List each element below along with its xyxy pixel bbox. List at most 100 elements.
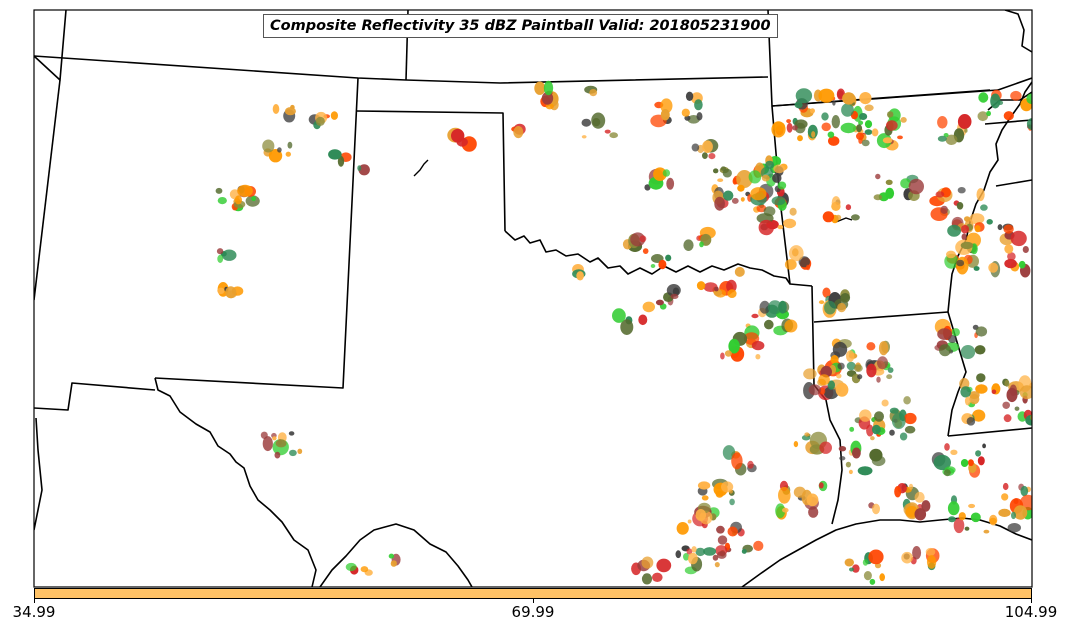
- reflectivity-blob: [980, 204, 988, 211]
- reflectivity-blob: [245, 195, 260, 207]
- reflectivity-blob: [943, 469, 951, 477]
- reflectivity-blob: [811, 131, 816, 138]
- reflectivity-blob: [714, 286, 719, 292]
- reflectivity-blob: [642, 301, 655, 313]
- reflectivity-blob: [835, 382, 849, 397]
- reflectivity-blob: [876, 376, 881, 383]
- reflectivity-blob: [835, 214, 842, 221]
- reflectivity-blob: [767, 300, 783, 315]
- reflectivity-blob: [639, 235, 647, 243]
- reflectivity-blob: [1001, 493, 1009, 501]
- reflectivity-blob: [717, 535, 728, 545]
- reflectivity-blob: [1004, 244, 1014, 254]
- reflectivity-blob: [806, 493, 819, 507]
- reflectivity-blob: [856, 132, 864, 140]
- reflectivity-blob: [988, 262, 999, 273]
- reflectivity-blob: [806, 264, 811, 271]
- reflectivity-blob: [285, 151, 291, 157]
- reflectivity-blob: [729, 498, 735, 506]
- reflectivity-blob: [982, 443, 986, 449]
- reflectivity-blob: [961, 233, 967, 241]
- reflectivity-blob: [1010, 230, 1027, 247]
- reflectivity-blob: [1002, 482, 1009, 491]
- reflectivity-blob: [723, 190, 734, 201]
- reflectivity-blob: [864, 104, 874, 112]
- reflectivity-blob: [956, 202, 964, 210]
- reflectivity-blob: [784, 259, 797, 270]
- reflectivity-blob: [849, 426, 855, 432]
- border-line: [34, 382, 156, 411]
- reflectivity-blob: [589, 89, 598, 97]
- reflectivity-blob: [793, 441, 799, 448]
- reflectivity-blob: [978, 92, 989, 103]
- reflectivity-blob: [886, 374, 893, 380]
- reflectivity-blob: [534, 81, 546, 95]
- border-line: [355, 110, 506, 232]
- reflectivity-blob: [1007, 252, 1016, 261]
- reflectivity-blob: [274, 451, 281, 459]
- reflectivity-blob: [714, 562, 720, 568]
- reflectivity-blob: [1026, 118, 1032, 130]
- reflectivity-blob: [683, 553, 690, 561]
- reflectivity-blob: [777, 181, 787, 190]
- reflectivity-blob: [784, 319, 798, 333]
- reflectivity-blob: [885, 120, 898, 131]
- reflectivity-blob: [666, 284, 681, 297]
- reflectivity-blob: [921, 500, 931, 512]
- reflectivity-blob: [660, 98, 673, 114]
- reflectivity-blob: [966, 417, 976, 426]
- reflectivity-blob: [858, 137, 863, 144]
- reflectivity-blob: [827, 380, 835, 390]
- reflectivity-blob: [818, 482, 824, 489]
- reflectivity-blob: [697, 481, 711, 490]
- reflectivity-blob: [676, 522, 689, 535]
- reflectivity-blob: [904, 412, 917, 425]
- reflectivity-blob: [889, 407, 899, 414]
- reflectivity-blob: [665, 254, 672, 262]
- reflectivity-blob: [782, 507, 789, 513]
- reflectivity-blob: [852, 564, 860, 573]
- reflectivity-blob: [699, 241, 704, 248]
- reflectivity-blob: [871, 455, 886, 467]
- reflectivity-blob: [217, 254, 224, 263]
- reflectivity-blob: [1011, 511, 1016, 520]
- reflectivity-blob: [724, 350, 732, 357]
- reflectivity-blob: [933, 454, 951, 471]
- reflectivity-blob: [221, 249, 237, 261]
- reflectivity-blob: [755, 354, 761, 360]
- reflectivity-blob: [864, 129, 873, 135]
- reflectivity-blob: [937, 328, 952, 340]
- reflectivity-blob: [358, 164, 370, 176]
- reflectivity-blob: [717, 551, 727, 559]
- reflectivity-blob: [946, 250, 956, 259]
- reflectivity-blob: [968, 503, 976, 509]
- reflectivity-blob: [836, 373, 842, 379]
- reflectivity-blob: [958, 512, 966, 521]
- reflectivity-blob: [956, 259, 965, 267]
- reflectivity-blob: [1034, 117, 1042, 127]
- reflectivity-blob: [696, 281, 706, 291]
- reflectivity-blob: [687, 552, 698, 565]
- reflectivity-blob: [970, 512, 981, 523]
- reflectivity-blob: [644, 184, 651, 191]
- reflectivity-blob: [939, 344, 951, 357]
- reflectivity-blob: [789, 207, 797, 216]
- colorbar-tick: [1031, 599, 1032, 603]
- reflectivity-blob: [217, 197, 227, 205]
- reflectivity-blob: [747, 460, 754, 469]
- reflectivity-blob: [1032, 392, 1036, 397]
- reflectivity-blob: [1003, 111, 1014, 121]
- reflectivity-blob: [345, 562, 357, 572]
- reflectivity-blob: [969, 213, 985, 225]
- reflectivity-blob: [655, 299, 664, 306]
- reflectivity-blob: [581, 118, 592, 127]
- reflectivity-blob: [789, 245, 804, 262]
- reflectivity-blob: [289, 449, 297, 457]
- reflectivity-blob: [262, 139, 275, 153]
- reflectivity-blob: [846, 350, 855, 362]
- reflectivity-blob: [1014, 406, 1020, 411]
- reflectivity-blob: [853, 364, 863, 373]
- reflectivity-blob: [866, 363, 877, 378]
- reflectivity-blob: [284, 107, 296, 116]
